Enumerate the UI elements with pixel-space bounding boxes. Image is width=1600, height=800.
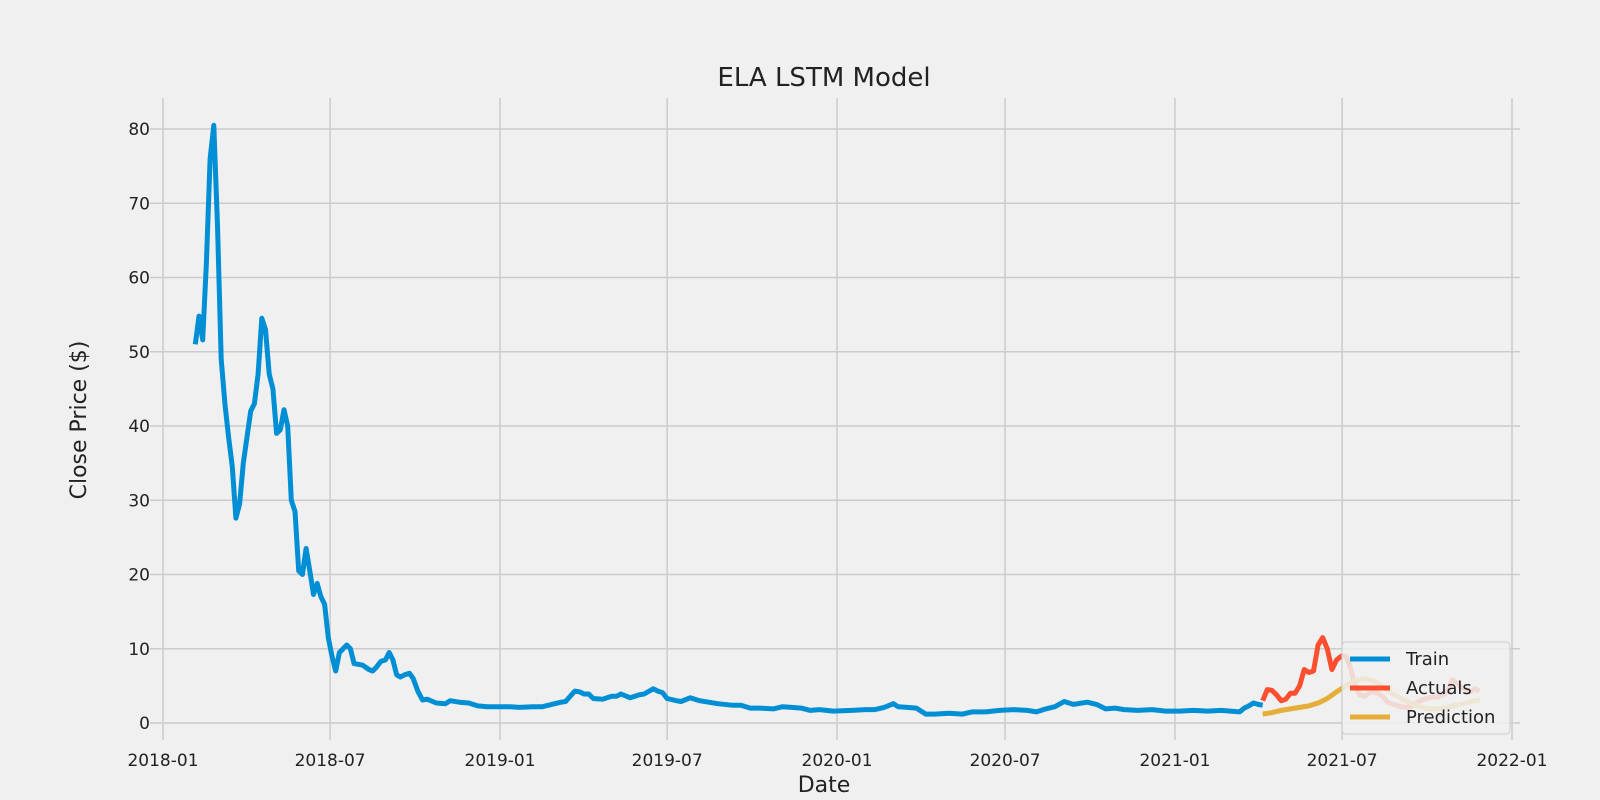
y-tick-label: 30 (128, 491, 150, 511)
x-axis-label: Date (798, 773, 851, 798)
legend-label-train: Train (1405, 649, 1449, 670)
series-line-train (192, 122, 1264, 717)
legend-label-prediction: Prediction (1406, 707, 1495, 728)
x-tick-label: 2021-07 (1307, 751, 1378, 771)
legend: Train Actuals Prediction (1341, 641, 1511, 735)
x-tick-label: 2022-01 (1476, 751, 1547, 771)
y-tick-label: 50 (128, 343, 150, 363)
y-tick-label: 80 (128, 120, 150, 140)
legend-label-actuals: Actuals (1406, 678, 1472, 699)
y-tick-label: 60 (128, 269, 150, 289)
legend-frame (1341, 641, 1511, 735)
y-tick-label: 70 (128, 194, 150, 214)
y-tick-label: 0 (139, 714, 150, 734)
x-tick-label: 2019-01 (465, 751, 536, 771)
x-tick-label: 2018-07 (295, 751, 366, 771)
y-tick-label: 20 (128, 566, 150, 586)
y-tick-label: 10 (128, 640, 150, 660)
tick-labels: 2018-01 2018-07 2019-01 2019-07 2020-01 2020-… (127, 120, 1547, 771)
chart-title: ELA LSTM Model (717, 63, 930, 93)
x-tick-label: 2018-01 (127, 751, 198, 771)
x-tick-label: 2019-07 (632, 751, 703, 771)
y-axis-label: Close Price ($) (67, 341, 92, 500)
x-tick-label: 2020-07 (970, 751, 1041, 771)
y-tick-label: 40 (128, 417, 150, 437)
x-tick-label: 2020-01 (802, 751, 873, 771)
grid (150, 98, 1520, 740)
x-tick-label: 2021-01 (1139, 751, 1210, 771)
